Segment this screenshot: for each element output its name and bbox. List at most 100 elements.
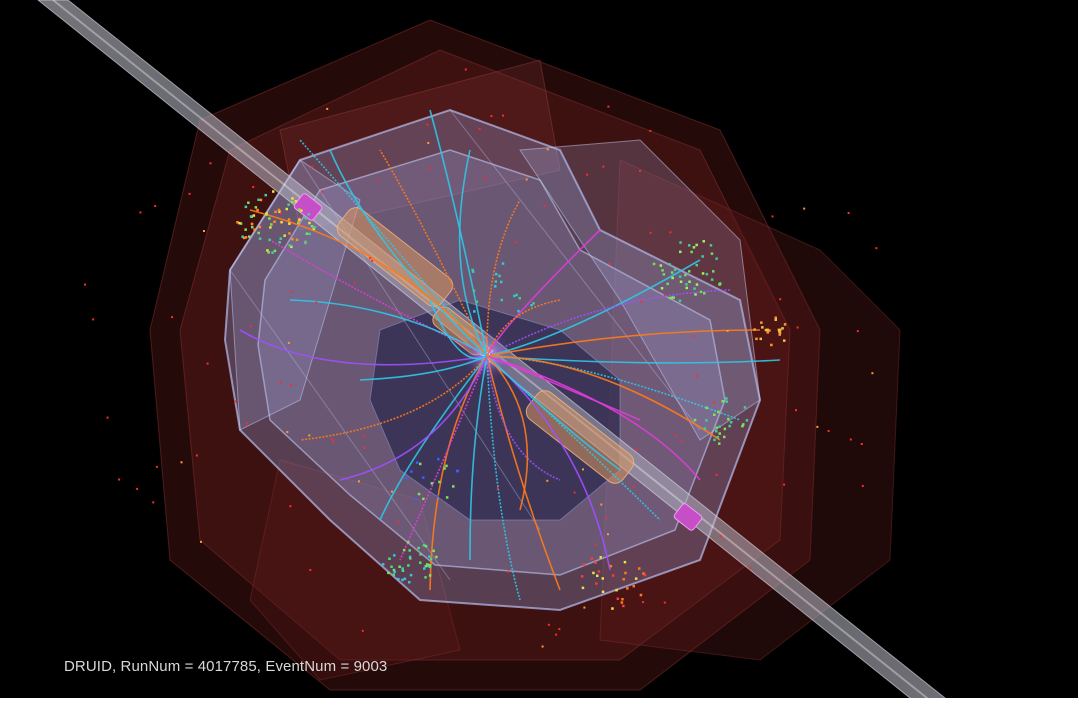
calorimeter-hit — [392, 573, 395, 576]
calorimeter-hit — [764, 328, 768, 332]
calorimeter-hit — [601, 590, 605, 594]
calorimeter-hit — [745, 419, 749, 422]
event-info-label: DRUID, RunNum = 4017785, EventNum = 9003 — [64, 658, 388, 675]
calorimeter-hit — [288, 244, 292, 247]
stray-hit — [502, 114, 504, 117]
calorimeter-hit — [710, 252, 714, 255]
calorimeter-hit — [728, 424, 731, 428]
stray-hit — [397, 521, 400, 524]
calorimeter-hit — [615, 588, 618, 592]
stray-hit — [363, 447, 366, 449]
stray-hit — [315, 301, 318, 304]
stray-hit — [428, 167, 431, 170]
stray-hit — [280, 212, 282, 215]
stray-hit — [136, 487, 139, 490]
calorimeter-hit — [270, 223, 273, 226]
calorimeter-hit — [417, 492, 421, 496]
stray-hit — [783, 483, 786, 486]
particle-track — [486, 199, 521, 357]
calorimeter-hit — [285, 207, 288, 211]
calorimeter-hit — [642, 572, 645, 575]
stray-hit — [478, 127, 481, 130]
calorimeter-hit — [437, 457, 440, 461]
calorimeter-hit — [778, 330, 781, 333]
calorimeter-hit — [473, 310, 476, 313]
calorimeter-hit — [695, 243, 698, 247]
stray-hit — [608, 262, 611, 265]
calorimeter-hit — [452, 485, 455, 488]
calorimeter-hits — [84, 68, 878, 648]
stray-hit — [642, 601, 644, 604]
stray-hit — [331, 438, 334, 441]
calorimeter-hit — [287, 203, 290, 206]
calorimeter-hit — [741, 424, 744, 428]
stray-hit — [290, 383, 292, 386]
calorimeter-hit — [703, 427, 707, 430]
stray-hit — [155, 465, 158, 468]
stray-hit — [681, 440, 684, 443]
calorimeter-hit — [426, 563, 429, 566]
calorimeter-hit — [500, 280, 503, 284]
calorimeter-hit — [783, 323, 787, 326]
calorimeter-hit — [705, 419, 708, 422]
calorimeter-hit — [280, 220, 283, 224]
stray-hit — [171, 316, 174, 319]
calorimeter-hit — [407, 564, 410, 567]
stray-hit — [252, 186, 255, 188]
calorimeter-hit — [258, 237, 262, 240]
calorimeter-hit — [253, 228, 256, 231]
calorimeter-hit — [392, 568, 396, 572]
outer-detector-shells — [149, 19, 901, 691]
calorimeter-hit — [298, 218, 301, 221]
calorimeter-hit — [695, 263, 698, 267]
stray-hit — [541, 645, 544, 648]
calorimeter-hit — [278, 241, 281, 244]
calorimeter-hit — [251, 225, 254, 229]
calorimeter-hit — [443, 467, 446, 470]
stray-hit — [795, 409, 797, 412]
particle-track — [486, 355, 521, 601]
calorimeter-hit — [393, 554, 396, 557]
calorimeter-hit — [624, 571, 627, 575]
calorimeter-hit — [690, 250, 693, 254]
calorimeter-hit — [424, 576, 427, 579]
calorimeter-hit — [304, 217, 307, 220]
calorimeter-hit — [710, 278, 714, 281]
calorimeter-hit — [713, 438, 716, 442]
calorimeter-hit — [410, 470, 413, 473]
calorimeter-hit — [715, 257, 718, 260]
stray-hit — [92, 318, 95, 321]
calorimeter-hit — [408, 549, 411, 552]
particle-track — [429, 109, 488, 357]
calorimeter-hit — [718, 282, 721, 286]
calorimeter-hit — [409, 557, 412, 560]
calorimeter-hit — [415, 461, 419, 464]
stray-hit — [180, 461, 183, 464]
calorimeter-hit — [397, 577, 400, 581]
particle-track — [379, 149, 488, 357]
calorimeter-hit — [721, 400, 725, 403]
calorimeter-hit — [753, 328, 756, 331]
calorimeter-hit — [699, 290, 703, 294]
stray-hit — [234, 400, 237, 403]
calorimeter-hit — [248, 235, 251, 238]
end-cap-lower — [673, 503, 703, 531]
calorimeter-hit — [743, 406, 747, 409]
calorimeter-hit — [693, 418, 697, 422]
particle-track — [339, 355, 488, 481]
particle-track — [486, 355, 701, 481]
stray-hit — [484, 177, 487, 180]
stray-hit — [875, 247, 878, 250]
particle-track — [486, 355, 641, 421]
calorimeter-hit — [288, 232, 291, 235]
calorimeter-hit — [313, 226, 317, 229]
calorimeter-hit — [428, 555, 431, 558]
stray-hit — [600, 503, 603, 506]
calorimeter-hit — [620, 601, 624, 604]
calorimeter-hit — [705, 272, 709, 276]
particle-track — [379, 355, 488, 521]
particle-track — [299, 355, 488, 441]
particle-track — [486, 355, 561, 481]
calorimeter-hit — [660, 287, 664, 290]
